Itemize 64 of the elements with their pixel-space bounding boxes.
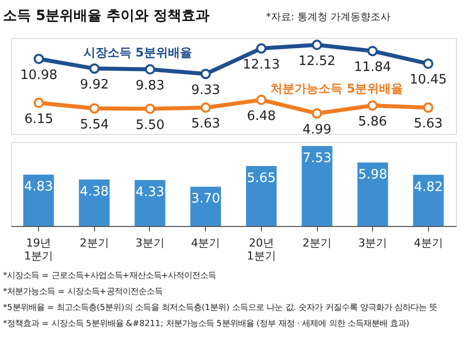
x-tick-label: 2분기	[302, 236, 332, 250]
chart-subtitle: *자료: 통계청 가계동향조사	[266, 12, 391, 23]
x-tick-label: 4분기	[191, 236, 220, 250]
data-label: 12.13	[242, 57, 280, 72]
data-label: 10.45	[410, 72, 447, 88]
data-label: 5.63	[191, 116, 220, 132]
point	[89, 103, 100, 114]
data-label: 4.82	[414, 180, 443, 195]
data-label: 4.33	[135, 184, 164, 200]
point	[423, 102, 434, 113]
point	[34, 98, 44, 108]
point	[89, 63, 100, 74]
text: *시장소득 = 근로소득+사업소득+재산소득+사적이전소득	[3, 270, 216, 280]
data-label: 11.84	[354, 60, 392, 76]
data-label: 5.98	[358, 167, 388, 182]
point	[312, 108, 322, 119]
point	[367, 46, 378, 56]
point	[200, 102, 211, 113]
point	[144, 104, 156, 114]
point	[423, 58, 434, 69]
data-label: 5.50	[136, 118, 165, 133]
x-tick-label: 20년 1분기	[246, 236, 276, 262]
bar	[134, 180, 166, 226]
data-label: 7.53	[302, 151, 332, 166]
point	[312, 40, 322, 50]
x-tick-label: 3분기	[135, 236, 164, 250]
data-label: 4.99	[302, 122, 332, 138]
data-label: 6.15	[24, 112, 54, 127]
data-label: 12.52	[298, 54, 336, 69]
bar	[357, 162, 388, 226]
x-tick-label: 3분기	[358, 236, 388, 250]
data-label: 5.54	[80, 117, 109, 132]
point	[200, 68, 211, 80]
point	[256, 43, 266, 54]
bar	[302, 146, 332, 226]
x-tick-label: 19년 1분기	[24, 236, 54, 262]
bar	[413, 174, 444, 226]
bar	[23, 174, 54, 226]
x-tick-label: 4분기	[414, 236, 443, 250]
data-label: 5.65	[246, 170, 276, 186]
point	[256, 94, 266, 106]
data-label: 4.83	[24, 180, 54, 195]
bar	[78, 179, 110, 226]
data-label: 9.92	[80, 78, 109, 93]
data-label: 5.86	[358, 114, 388, 130]
text: *정책효과 = 시장소득 5분위배율 &#8211; 처분가능소득 5분위배율 (정부 재정 · 세제에 의한 소득재분배 효과)	[3, 318, 410, 328]
point	[367, 100, 378, 111]
bar	[190, 186, 221, 226]
series-label: 시장소득 5분위배율	[83, 45, 192, 60]
point	[34, 54, 44, 64]
chart-title: 소득 5분위배율 추이와 정책효과	[3, 8, 210, 24]
data-label: 6.48	[246, 108, 276, 124]
series-label: 처분가능소득 5분위배율	[270, 82, 404, 96]
text: *5분위배율 = 최고소득층(5분위)의 소득을 최저소득층(1분위) 소득으로 나눈 값. 숫자가 커질수록 양극화가 심하다는 뜻	[3, 302, 438, 312]
data-label: 5.63	[414, 116, 443, 132]
data-label: 9.83	[136, 78, 165, 94]
data-label: 10.98	[20, 68, 58, 83]
data-label: 3.70	[191, 192, 220, 207]
point	[144, 64, 156, 75]
data-label: 4.38	[80, 184, 109, 200]
bar	[246, 166, 277, 226]
text: *처분가능소득 = 시장소득+공적이전순소득	[3, 286, 162, 296]
data-label: 9.33	[191, 82, 220, 98]
x-tick-label: 2분기	[80, 236, 109, 250]
